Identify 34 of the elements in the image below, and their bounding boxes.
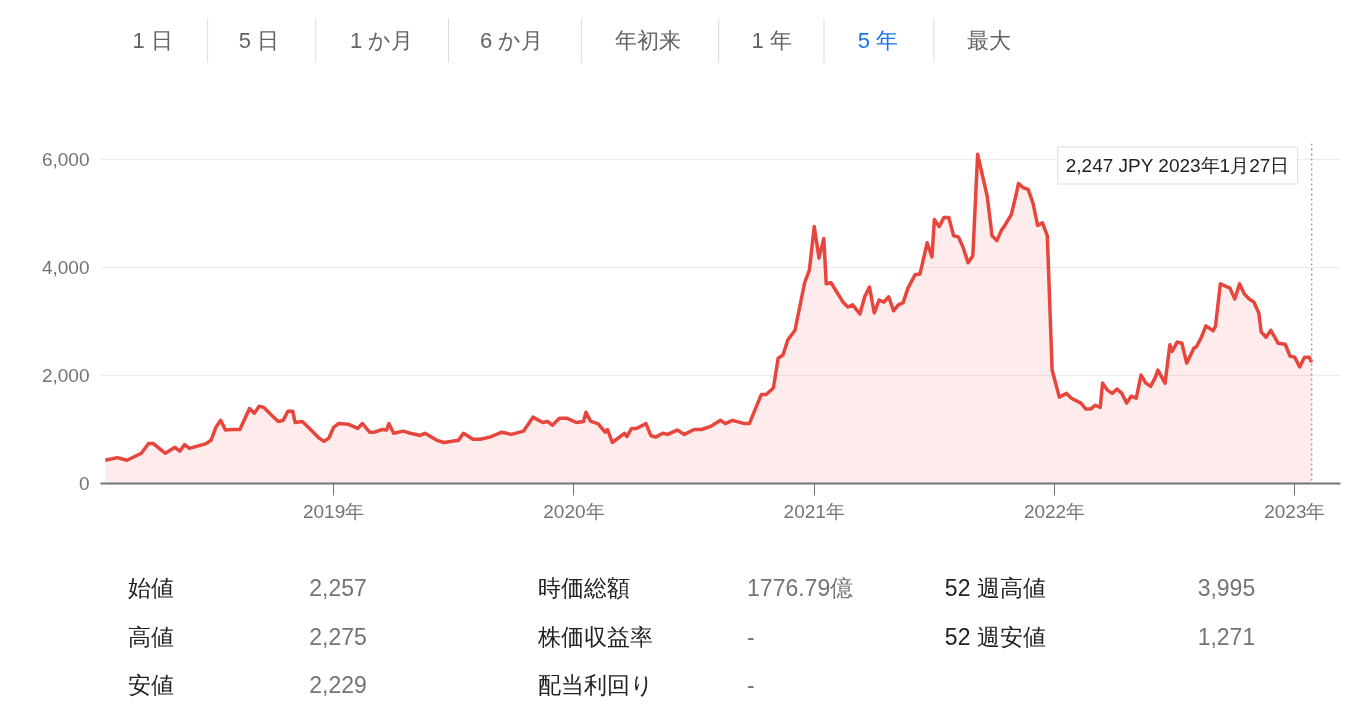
text: 1 年 [751, 28, 792, 53]
text: 安値 [127, 671, 174, 698]
x-tick-label: 2023年 [1264, 500, 1326, 522]
text: 時価総額 [538, 574, 631, 601]
x-tick-label: 2021年 [783, 500, 845, 522]
text: 1 か月 [349, 28, 414, 53]
ref-line-label: 2,247 JPY 2023年1月27日 [1065, 155, 1290, 176]
text: 2,229 [309, 672, 367, 698]
text: 配当利回り [538, 671, 655, 698]
text: 年初来 [615, 28, 682, 53]
text: 3,995 [1197, 575, 1256, 601]
x-tick-label: 2020年 [543, 500, 605, 522]
text: 1 日 [132, 28, 173, 53]
text: - [747, 624, 755, 650]
text: 2,257 [309, 575, 367, 601]
text: 52 週安値 [944, 623, 1046, 650]
x-tick-label: 2019年 [302, 500, 365, 522]
y-tick-label: 2,000 [41, 365, 90, 387]
text: 5 日 [238, 28, 280, 53]
x-tick-label: 2022年 [1023, 500, 1086, 522]
text: 5 年 [857, 28, 899, 53]
text: 52 週高値 [944, 574, 1046, 601]
text: 2,275 [309, 624, 367, 650]
y-tick-label: 6,000 [41, 149, 90, 171]
y-tick-label: 0 [78, 473, 90, 494]
text: 最大 [966, 28, 1011, 53]
text: 1,271 [1197, 624, 1256, 650]
text: 高値 [127, 623, 174, 650]
text: 6 か月 [480, 28, 544, 53]
text: - [747, 672, 755, 698]
text: 株価収益率 [537, 623, 654, 650]
text: 1776.79億 [747, 574, 854, 601]
y-tick-label: 4,000 [41, 257, 90, 279]
text: 始値 [127, 574, 174, 601]
